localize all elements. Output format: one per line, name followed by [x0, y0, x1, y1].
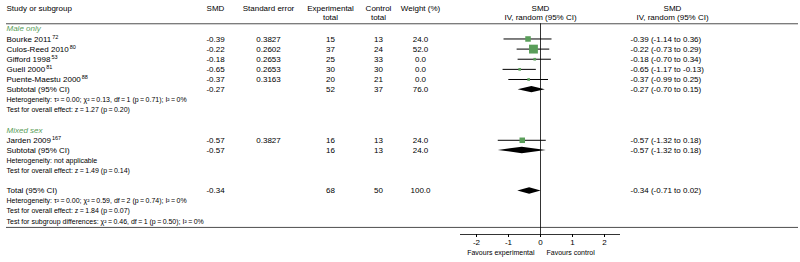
svg-text:0.0: 0.0 — [415, 75, 427, 84]
svg-text:0.3163: 0.3163 — [256, 75, 281, 84]
svg-text:-0.34: -0.34 — [206, 186, 225, 195]
svg-text:0.2653: 0.2653 — [256, 55, 281, 64]
svg-text:-0.57 (-1.32 to 0.18): -0.57 (-1.32 to 0.18) — [631, 146, 702, 155]
svg-text:24.0: 24.0 — [413, 146, 429, 155]
svg-text:Test for subgroup differences:: Test for subgroup differences: χ² = 0.46… — [7, 218, 204, 226]
svg-text:-0.22 (-0.73 to 0.29): -0.22 (-0.73 to 0.29) — [631, 45, 702, 54]
svg-text:Total (95% CI): Total (95% CI) — [7, 186, 58, 195]
svg-text:68: 68 — [326, 186, 335, 195]
svg-text:30: 30 — [374, 65, 383, 74]
svg-text:Subtotal (95% CI): Subtotal (95% CI) — [7, 85, 70, 94]
svg-text:-0.18: -0.18 — [206, 55, 225, 64]
svg-text:76.0: 76.0 — [413, 85, 429, 94]
svg-text:21: 21 — [374, 75, 383, 84]
svg-text:-0.27: -0.27 — [206, 85, 225, 94]
svg-text:16: 16 — [326, 146, 335, 155]
svg-text:total: total — [371, 13, 386, 22]
svg-text:2: 2 — [602, 238, 607, 247]
svg-text:Control: Control — [366, 4, 392, 13]
svg-text:-0.57 (-1.32 to 0.18): -0.57 (-1.32 to 0.18) — [631, 136, 702, 145]
svg-text:0.3827: 0.3827 — [256, 136, 281, 145]
svg-text:Test for overall effect: z = 1: Test for overall effect: z = 1.27 (p = 0… — [7, 106, 130, 114]
svg-text:0: 0 — [538, 238, 543, 247]
svg-text:52: 52 — [326, 85, 335, 94]
svg-text:33: 33 — [374, 55, 383, 64]
svg-text:Heterogeneity: not applicable: Heterogeneity: not applicable — [7, 157, 98, 165]
svg-text:Subtotal (95% CI): Subtotal (95% CI) — [7, 146, 70, 155]
svg-text:total: total — [323, 13, 338, 22]
svg-text:16: 16 — [326, 136, 335, 145]
svg-text:13: 13 — [374, 136, 383, 145]
svg-text:Guell 200081: Guell 200081 — [7, 64, 53, 74]
svg-text:-0.39: -0.39 — [206, 35, 225, 44]
svg-text:Puente-Maestu 200088: Puente-Maestu 200088 — [7, 74, 88, 84]
svg-text:20: 20 — [326, 75, 335, 84]
svg-text:24.0: 24.0 — [413, 136, 429, 145]
svg-text:24.0: 24.0 — [413, 35, 429, 44]
svg-text:IV, random (95% CI): IV, random (95% CI) — [636, 13, 709, 22]
svg-text:1: 1 — [570, 238, 575, 247]
svg-text:50: 50 — [374, 186, 383, 195]
svg-text:13: 13 — [374, 35, 383, 44]
svg-text:Favours control: Favours control — [547, 249, 596, 256]
svg-text:SMD: SMD — [532, 4, 550, 13]
svg-text:15: 15 — [326, 35, 335, 44]
svg-text:37: 37 — [326, 45, 335, 54]
svg-text:30: 30 — [326, 65, 335, 74]
svg-text:Standard error: Standard error — [243, 4, 295, 13]
svg-text:-0.65 (-1.17 to -0.13): -0.65 (-1.17 to -0.13) — [631, 65, 705, 74]
svg-text:0.2653: 0.2653 — [256, 65, 281, 74]
svg-text:IV, random (95% CI): IV, random (95% CI) — [504, 13, 577, 22]
svg-text:Gifford 199853: Gifford 199853 — [7, 54, 58, 64]
svg-text:52.0: 52.0 — [413, 45, 429, 54]
svg-text:-0.22: -0.22 — [206, 45, 225, 54]
svg-text:Experimental: Experimental — [307, 4, 354, 13]
svg-text:0.3827: 0.3827 — [256, 35, 281, 44]
svg-text:0.2602: 0.2602 — [256, 45, 281, 54]
svg-text:0.0: 0.0 — [415, 55, 427, 64]
svg-text:Culos-Reed 201080: Culos-Reed 201080 — [7, 44, 76, 54]
svg-text:-0.65: -0.65 — [206, 65, 225, 74]
svg-text:Test for overall effect: z = 1: Test for overall effect: z = 1.84 (p = 0… — [7, 207, 130, 215]
svg-text:-0.39 (-1.14 to 0.36): -0.39 (-1.14 to 0.36) — [631, 35, 702, 44]
svg-text:Bourke 201172: Bourke 201172 — [7, 34, 59, 44]
svg-text:-0.27 (-0.70 to 0.15): -0.27 (-0.70 to 0.15) — [631, 85, 702, 94]
svg-text:0.0: 0.0 — [415, 65, 427, 74]
svg-text:13: 13 — [374, 146, 383, 155]
svg-text:Study or subgroup: Study or subgroup — [7, 4, 73, 13]
svg-text:Heterogeneity: τ² = 0.00; χ² =: Heterogeneity: τ² = 0.00; χ² = 0.59, df … — [7, 197, 187, 205]
svg-text:-0.57: -0.57 — [206, 136, 225, 145]
svg-text:SMD: SMD — [207, 4, 225, 13]
svg-text:-0.34 (-0.71 to 0.02): -0.34 (-0.71 to 0.02) — [631, 186, 702, 195]
svg-text:SMD: SMD — [664, 4, 682, 13]
svg-text:Heterogeneity: τ² = 0.00; χ² =: Heterogeneity: τ² = 0.00; χ² = 0.13, df … — [7, 96, 187, 104]
svg-text:24: 24 — [374, 45, 383, 54]
svg-text:100.0: 100.0 — [410, 186, 431, 195]
svg-text:Male only: Male only — [7, 24, 42, 33]
svg-text:Weight (%): Weight (%) — [401, 4, 441, 13]
svg-text:-0.18 (-0.70 to 0.34): -0.18 (-0.70 to 0.34) — [631, 55, 702, 64]
svg-text:-0.37: -0.37 — [206, 75, 225, 84]
svg-text:25: 25 — [326, 55, 335, 64]
svg-text:-0.37 (-0.99 to 0.25): -0.37 (-0.99 to 0.25) — [631, 75, 702, 84]
svg-text:-0.57: -0.57 — [206, 146, 225, 155]
svg-text:Mixed sex: Mixed sex — [7, 126, 44, 135]
svg-text:Jarden 2009167: Jarden 2009167 — [7, 135, 62, 145]
svg-text:Favours experimental: Favours experimental — [467, 249, 535, 257]
svg-text:-2: -2 — [473, 238, 481, 247]
svg-text:37: 37 — [374, 85, 383, 94]
svg-text:-1: -1 — [505, 238, 513, 247]
svg-text:Test for overall effect: z = 1: Test for overall effect: z = 1.49 (p = 0… — [7, 167, 130, 175]
